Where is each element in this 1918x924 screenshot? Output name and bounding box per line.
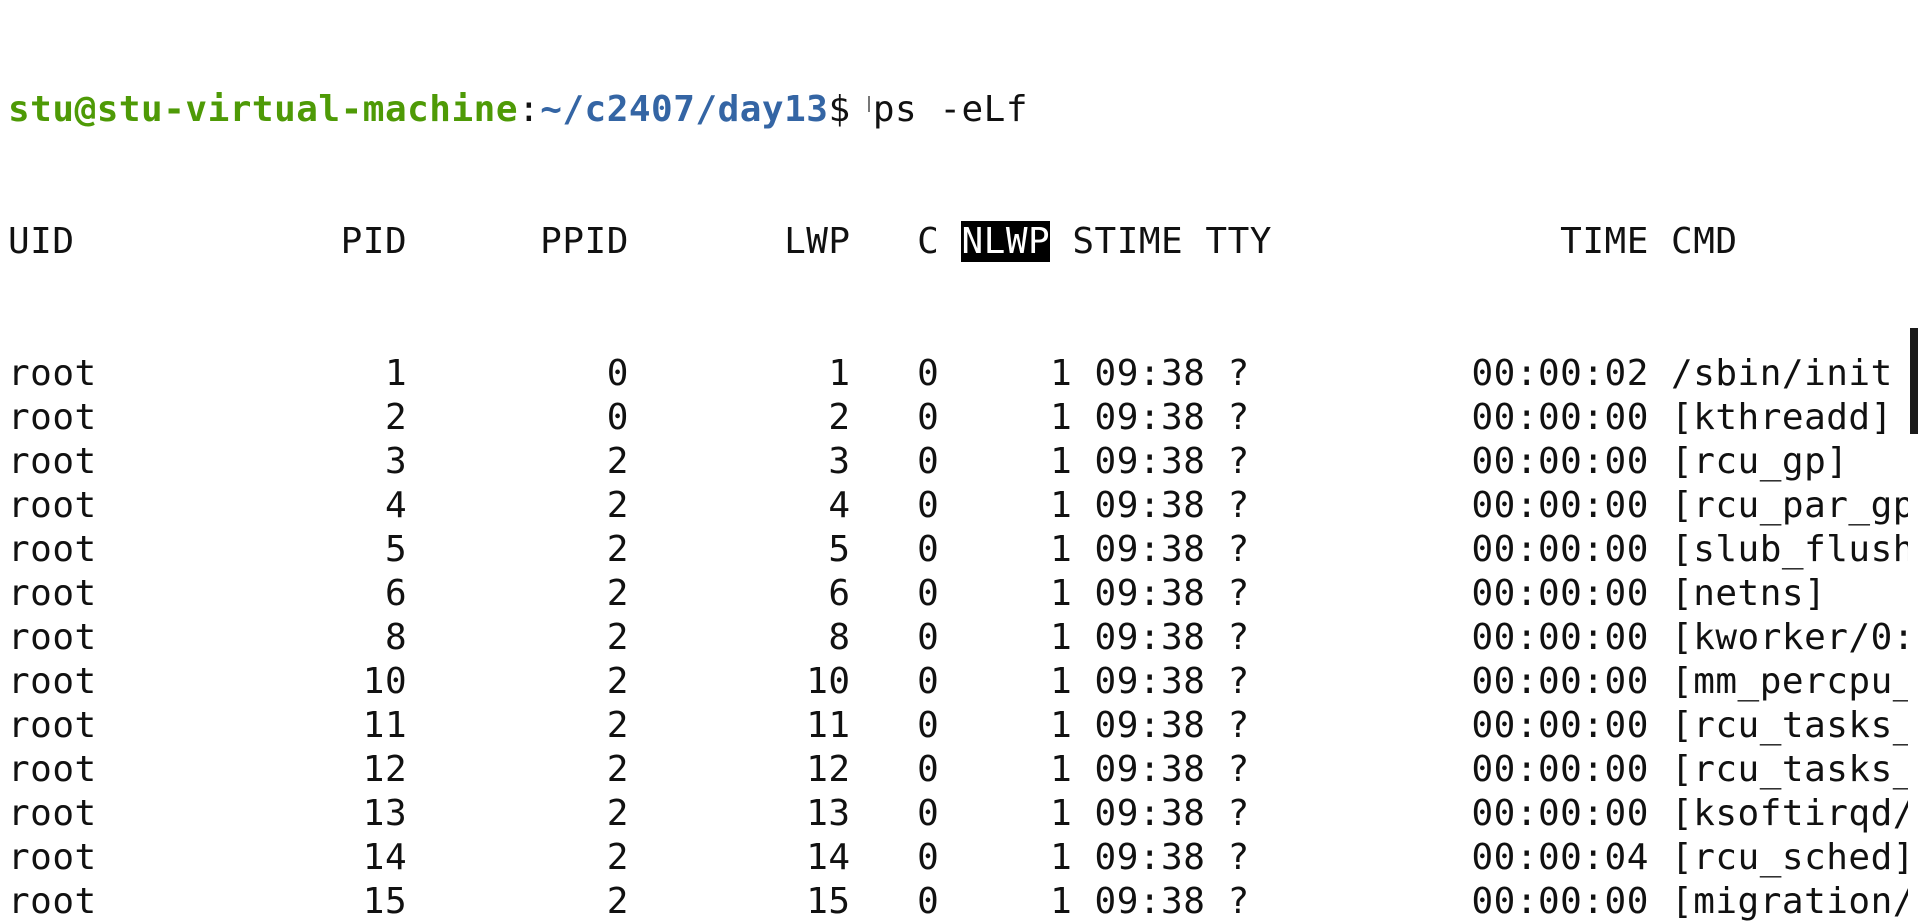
- table-row: root 10 2 10 0 1 09:38 ? 00:00:00 [mm_pe…: [8, 661, 1908, 702]
- table-row: root 5 2 5 0 1 09:38 ? 00:00:00 [slub_fl…: [8, 529, 1908, 570]
- text-cursor-icon: [868, 96, 870, 112]
- table-row: root 13 2 13 0 1 09:38 ? 00:00:00 [ksoft…: [8, 793, 1908, 834]
- table-row: root 6 2 6 0 1 09:38 ? 00:00:00 [netns]: [8, 573, 1827, 614]
- prompt-colon: :: [518, 89, 541, 130]
- prompt-sign: $: [828, 89, 873, 130]
- table-row: root 15 2 15 0 1 09:38 ? 00:00:00 [migra…: [8, 881, 1908, 922]
- table-row: root 11 2 11 0 1 09:38 ? 00:00:00 [rcu_t…: [8, 705, 1908, 746]
- command-text: ps -eLf: [872, 89, 1029, 130]
- table-row: root 14 2 14 0 1 09:38 ? 00:00:04 [rcu_s…: [8, 837, 1908, 878]
- prompt-line: stu@stu-virtual-machine:~/c2407/day13$ p…: [8, 88, 1908, 132]
- header-before: UID PID PPID LWP C: [8, 221, 962, 262]
- table-row: root 3 2 3 0 1 09:38 ? 00:00:00 [rcu_gp]: [8, 441, 1849, 482]
- table-row: root 12 2 12 0 1 09:38 ? 00:00:00 [rcu_t…: [8, 749, 1908, 790]
- prompt-path: ~/c2407/day13: [540, 89, 829, 130]
- table-row: root 4 2 4 0 1 09:38 ? 00:00:00 [rcu_par…: [8, 485, 1908, 526]
- selected-text-highlight[interactable]: NLWP: [961, 221, 1051, 262]
- terminal-window[interactable]: stu@stu-virtual-machine:~/c2407/day13$ p…: [8, 0, 1908, 924]
- scrollbar-thumb[interactable]: [1910, 328, 1918, 434]
- process-list: root 1 0 1 0 1 09:38 ? 00:00:02 /sbin/in…: [8, 352, 1908, 924]
- prompt-user-host: stu@stu-virtual-machine: [8, 89, 518, 130]
- table-row: root 2 0 2 0 1 09:38 ? 00:00:00 [kthread…: [8, 397, 1893, 438]
- table-header: UID PID PPID LWP C NLWP STIME TTY TIME C…: [8, 220, 1908, 264]
- header-after: STIME TTY TIME CMD: [1050, 221, 1738, 262]
- table-row: root 8 2 8 0 1 09:38 ? 00:00:00 [kworker…: [8, 617, 1908, 658]
- table-row: root 1 0 1 0 1 09:38 ? 00:00:02 /sbin/in…: [8, 353, 1908, 394]
